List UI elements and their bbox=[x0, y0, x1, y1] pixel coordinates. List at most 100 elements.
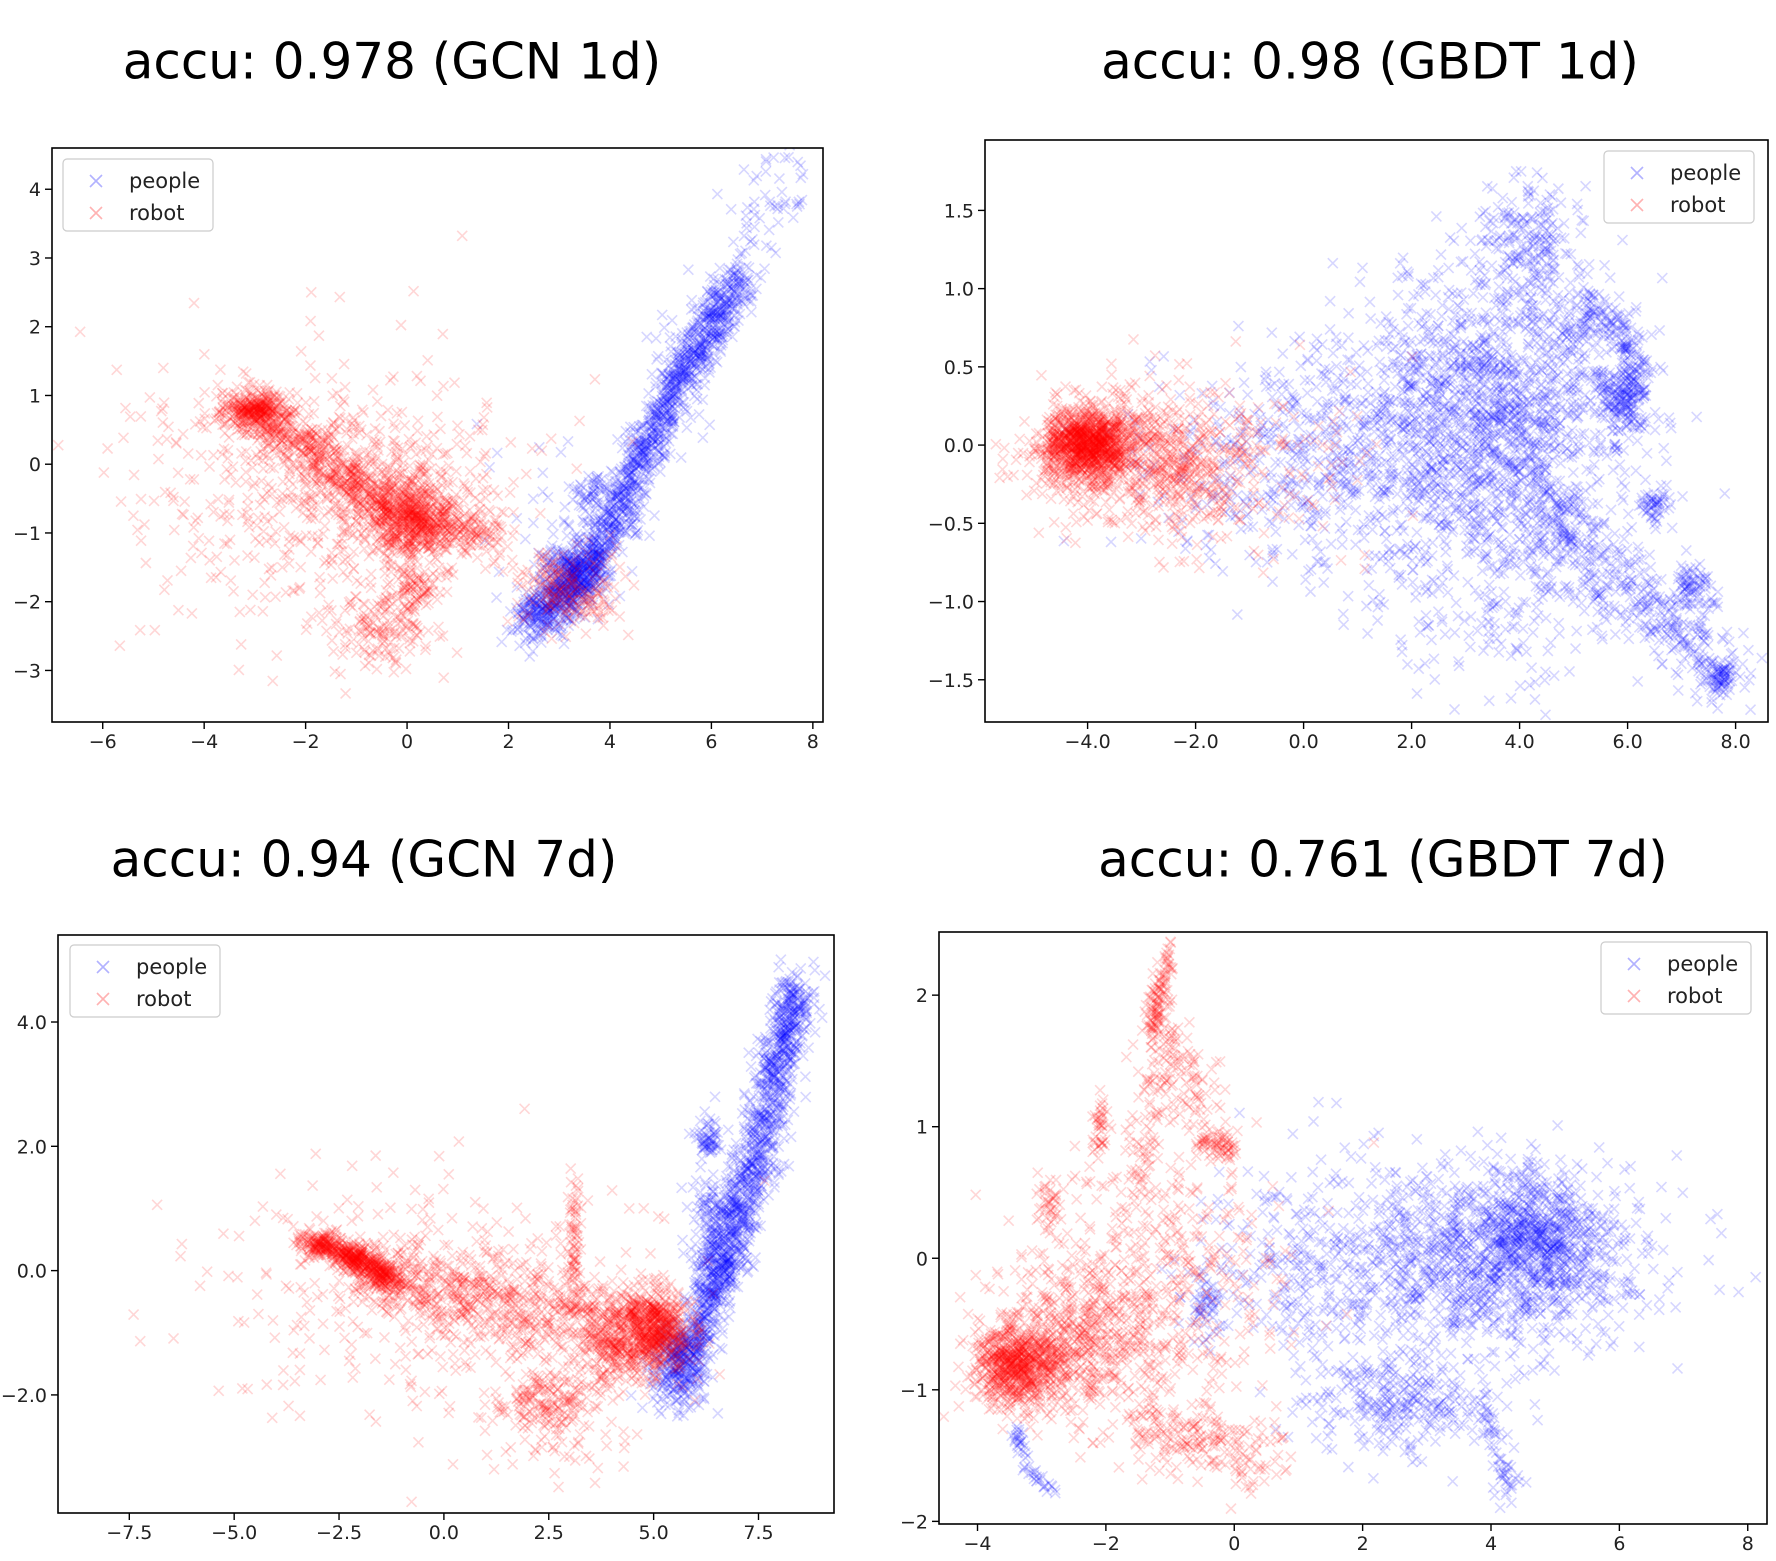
x-tick-label: 0 bbox=[401, 731, 413, 753]
x-tick-label: 7.5 bbox=[743, 1522, 773, 1544]
series-robot-cluster-7 bbox=[497, 529, 640, 645]
series-people-cluster-2 bbox=[1449, 1153, 1620, 1312]
x-tick-label: 8 bbox=[1742, 1533, 1754, 1555]
x-tick-label: 2 bbox=[502, 731, 514, 753]
series-robot bbox=[939, 936, 1380, 1515]
series-people-cluster-3 bbox=[526, 515, 617, 625]
legend-label-robot: robot bbox=[1667, 984, 1722, 1008]
series-robot-cluster-4 bbox=[1060, 333, 1419, 579]
series-people-cluster-1 bbox=[1178, 180, 1703, 657]
series-robot-cluster-6 bbox=[1086, 1084, 1113, 1158]
series-robot-cluster-1 bbox=[990, 381, 1170, 525]
series-robot-cluster-2 bbox=[338, 457, 470, 590]
series-people-cluster-3 bbox=[1270, 1309, 1544, 1487]
series-robot-cluster-9 bbox=[954, 1116, 1380, 1488]
x-tick-label: 5.0 bbox=[639, 1522, 669, 1544]
y-tick-label: 2.0 bbox=[17, 1136, 47, 1158]
plot-area bbox=[990, 165, 1768, 721]
panel-3: accu: 0.94 (GCN 7d) −7.5 −5.0 −2.5 0.0 2.5 5.0… bbox=[1, 831, 835, 1544]
y-tick-label: −1.5 bbox=[928, 670, 974, 692]
x-tick-label: 2.0 bbox=[1396, 731, 1426, 753]
series-people-cluster-3 bbox=[625, 1308, 724, 1422]
y-tick-label: −1 bbox=[13, 523, 41, 545]
legend-box bbox=[62, 158, 214, 232]
legend-marker-robot bbox=[96, 992, 110, 1006]
series-people-cluster-2 bbox=[490, 148, 809, 663]
axes-frame bbox=[938, 931, 1768, 1525]
series-robot-cluster-1 bbox=[939, 1290, 1097, 1435]
series-people-cluster-5 bbox=[471, 418, 646, 586]
x-tick-label: 4.0 bbox=[1504, 731, 1534, 753]
series-people-cluster-5 bbox=[1633, 480, 1677, 535]
x-tick-label: 6 bbox=[705, 731, 717, 753]
series-people-cluster-6 bbox=[1006, 1421, 1061, 1499]
y-tick-label: 1.5 bbox=[944, 200, 974, 222]
series-robot-cluster-5 bbox=[561, 1162, 587, 1342]
legend-label-people: people bbox=[1667, 952, 1738, 976]
series-people-cluster-4 bbox=[567, 470, 621, 514]
series-robot-cluster-4 bbox=[531, 1274, 686, 1406]
x-tick-label: −5.0 bbox=[211, 1522, 257, 1544]
y-tick-label: −3 bbox=[13, 660, 41, 682]
x-tick-label: 2 bbox=[1357, 1533, 1369, 1555]
y-tick-label: 1 bbox=[29, 385, 41, 407]
x-tick-label: −7.5 bbox=[106, 1522, 152, 1544]
x-tick-label: −2.0 bbox=[1173, 731, 1219, 753]
series-people-cluster-9 bbox=[1318, 397, 1731, 721]
series-people bbox=[1058, 165, 1768, 721]
series-robot-cluster-4 bbox=[98, 328, 601, 676]
legend-label-robot: robot bbox=[136, 987, 191, 1011]
series-robot bbox=[128, 1103, 770, 1508]
series-people-cluster-5 bbox=[1466, 1373, 1532, 1514]
legend-marker-robot bbox=[1630, 198, 1644, 212]
y-tick-label: 0 bbox=[29, 454, 41, 476]
x-tick-label: 0.0 bbox=[1288, 731, 1318, 753]
x-tick-label: 4 bbox=[604, 731, 616, 753]
panel-2: accu: 0.98 (GBDT 1d) −4.0 −2.0 0.0 2.0 4.0 6.0… bbox=[928, 33, 1769, 753]
legend: people robot bbox=[1600, 941, 1752, 1015]
series-robot-cluster-8 bbox=[447, 1366, 643, 1493]
legend-label-robot: robot bbox=[129, 201, 184, 225]
series-robot-cluster-7 bbox=[1031, 1167, 1069, 1239]
series-people bbox=[625, 954, 831, 1422]
y-tick-label: 0.5 bbox=[944, 357, 974, 379]
series-robot-cluster-3 bbox=[1139, 936, 1179, 1045]
x-tick-label: 2.5 bbox=[534, 1522, 564, 1544]
series-people-cluster-8 bbox=[1165, 1165, 1408, 1357]
panel-title: accu: 0.978 (GCN 1d) bbox=[123, 33, 662, 91]
series-people-cluster-1 bbox=[652, 954, 831, 1396]
legend-box bbox=[1603, 150, 1755, 224]
x-tick-label: −2 bbox=[1092, 1533, 1120, 1555]
legend-box bbox=[69, 944, 221, 1018]
y-tick-label: −1 bbox=[900, 1380, 928, 1402]
series-robot-cluster-2 bbox=[994, 350, 1268, 574]
x-tick-label: 4 bbox=[1485, 1533, 1497, 1555]
series-robot-cluster-2 bbox=[970, 1207, 1197, 1473]
x-tick-label: 8 bbox=[807, 731, 819, 753]
series-robot-cluster-3 bbox=[1102, 403, 1257, 574]
legend: people robot bbox=[1603, 150, 1755, 224]
legend-marker-people bbox=[96, 960, 110, 974]
y-tick-label: 1 bbox=[916, 1117, 928, 1139]
axes-frame bbox=[51, 147, 824, 723]
series-people-cluster-8 bbox=[1058, 310, 1589, 621]
x-tick-label: −4 bbox=[190, 731, 218, 753]
y-tick-label: −2 bbox=[900, 1511, 928, 1533]
series-people-cluster-6 bbox=[1668, 544, 1724, 622]
y-tick-label: −0.5 bbox=[928, 513, 974, 535]
y-tick-label: 0.0 bbox=[17, 1261, 47, 1283]
legend-marker-robot bbox=[89, 206, 103, 220]
y-tick-label: −1.0 bbox=[928, 592, 974, 614]
series-robot-cluster-1 bbox=[209, 364, 521, 574]
series-people-cluster-4 bbox=[1156, 1096, 1602, 1437]
series-robot-cluster-1 bbox=[290, 1224, 415, 1301]
series-robot-cluster-4 bbox=[1091, 984, 1236, 1246]
series-robot-cluster-8 bbox=[1130, 1382, 1297, 1515]
axes-frame bbox=[984, 139, 1769, 723]
legend-label-robot: robot bbox=[1670, 193, 1725, 217]
legend-label-people: people bbox=[129, 169, 200, 193]
legend-label-people: people bbox=[136, 955, 207, 979]
series-people-cluster-4 bbox=[683, 1091, 725, 1165]
y-tick-label: 2 bbox=[916, 985, 928, 1007]
y-tick-label: 4.0 bbox=[17, 1012, 47, 1034]
